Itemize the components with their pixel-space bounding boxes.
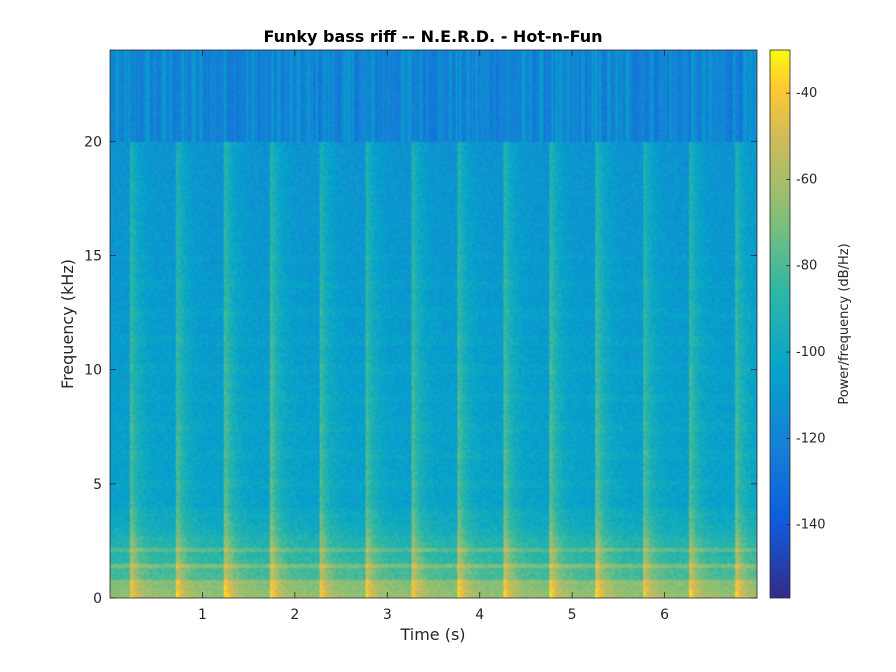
y-tick-label: 20 <box>84 134 102 150</box>
colorbar-frame <box>769 49 791 599</box>
colorbar-tick-label: -80 <box>796 259 817 274</box>
y-tick-label: 10 <box>84 363 102 379</box>
colorbar-tick-label: -40 <box>796 86 817 101</box>
y-tick-label: 0 <box>93 591 102 607</box>
plot-frame <box>109 49 758 599</box>
spectrogram-image <box>110 50 757 598</box>
colorbar-label: Power/frequency (dB/Hz) <box>837 243 852 404</box>
y-tick-label: 5 <box>93 477 102 493</box>
x-tick-label: 2 <box>290 607 299 623</box>
x-tick-label: 4 <box>475 607 484 623</box>
y-axis: 0 5 10 15 20 <box>84 134 757 607</box>
x-tick-label: 1 <box>198 607 207 623</box>
colorbar-ticks: -140 -120 -100 -80 -60 -40 <box>786 86 826 533</box>
x-tick-label: 5 <box>568 607 577 623</box>
colorbar-tick-label: -140 <box>796 518 826 533</box>
x-tick-label: 6 <box>660 607 669 623</box>
y-axis-label: Frequency (kHz) <box>58 259 77 389</box>
colorbar-tick-label: -60 <box>796 172 817 187</box>
x-axis-label: Time (s) <box>399 625 465 644</box>
colorbar-tick-label: -100 <box>796 345 826 360</box>
colorbar-tick-label: -120 <box>796 431 826 446</box>
chart-title: Funky bass riff -- N.E.R.D. - Hot-n-Fun <box>263 27 602 46</box>
y-tick-label: 15 <box>84 249 102 265</box>
colorbar-gradient <box>770 50 790 598</box>
x-axis: 1 2 3 4 5 6 <box>198 50 669 623</box>
spectrogram-plot-area <box>110 50 757 598</box>
x-tick-label: 3 <box>383 607 392 623</box>
colorbar: -140 -120 -100 -80 -60 -40 Power/frequency (d… <box>769 49 852 599</box>
